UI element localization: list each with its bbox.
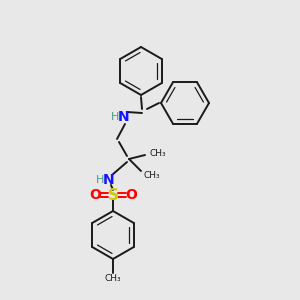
Text: S: S [107, 188, 118, 202]
Text: CH₃: CH₃ [143, 172, 160, 181]
Text: O: O [125, 188, 137, 202]
Text: CH₃: CH₃ [105, 274, 121, 283]
Text: H: H [111, 112, 119, 122]
Text: N: N [118, 110, 130, 124]
Text: CH₃: CH₃ [150, 149, 166, 158]
Text: H: H [96, 175, 104, 185]
Text: N: N [103, 173, 115, 187]
Text: O: O [89, 188, 101, 202]
